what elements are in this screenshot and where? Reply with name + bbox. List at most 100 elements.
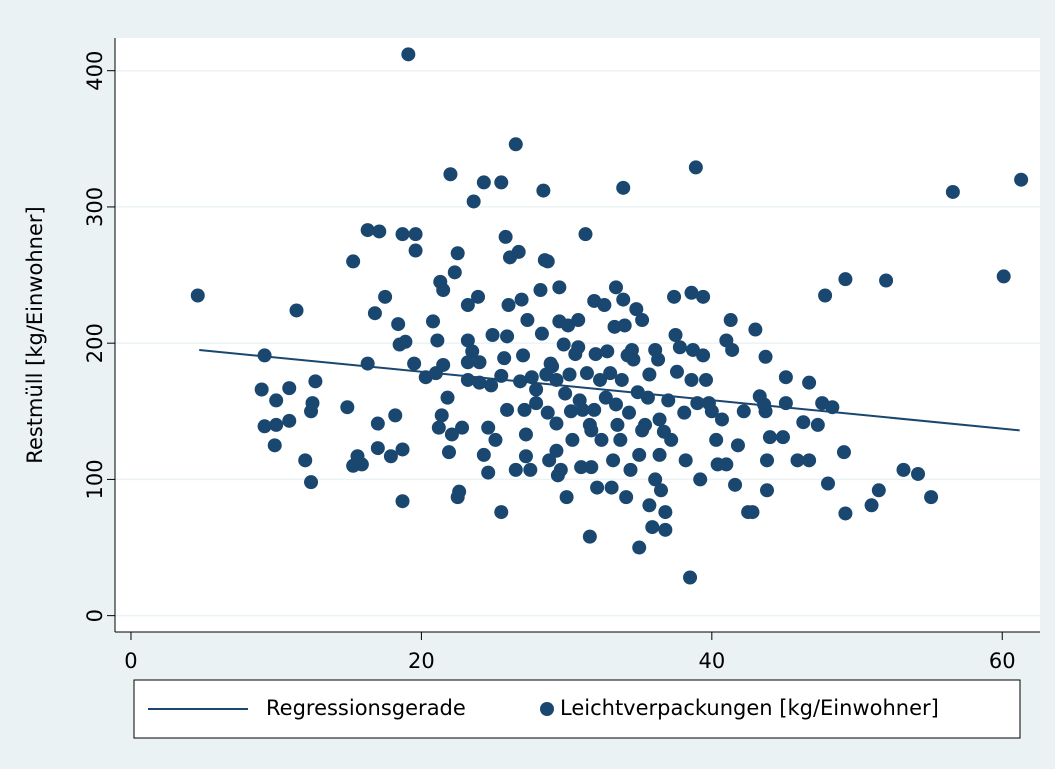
scatter-point — [436, 357, 451, 372]
scatter-point — [450, 490, 465, 505]
scatter-point — [498, 229, 513, 244]
scatter-point — [598, 390, 613, 405]
scatter-point — [562, 367, 577, 382]
scatter-point — [614, 372, 629, 387]
scatter-point — [623, 462, 638, 477]
legend-label: Regressionsgerade — [266, 696, 466, 720]
scatter-point — [500, 329, 515, 344]
scatter-point — [684, 372, 699, 387]
scatter-point — [606, 453, 621, 468]
x-tick-label: 60 — [989, 649, 1016, 673]
scatter-point — [760, 483, 775, 498]
scatter-point — [714, 412, 729, 427]
scatter-point — [879, 273, 894, 288]
scatter-point — [431, 420, 446, 435]
legend-label: Leichtverpackungen [kg/Einwohner] — [560, 696, 939, 720]
scatter-point — [533, 283, 548, 298]
scatter-point — [725, 342, 740, 357]
scatter-point — [758, 404, 773, 419]
scatter-point — [775, 430, 790, 445]
scatter-point — [494, 368, 509, 383]
scatter-point — [619, 490, 634, 505]
scatter-point — [472, 375, 487, 390]
scatter-point — [481, 465, 496, 480]
scatter-point — [360, 356, 375, 371]
scatter-point — [508, 137, 523, 152]
scatter-point — [652, 447, 667, 462]
scatter-point — [642, 498, 657, 513]
scatter-point — [542, 453, 557, 468]
scatter-point — [476, 175, 491, 190]
scatter-point — [838, 506, 853, 521]
scatter-point — [465, 344, 480, 359]
scatter-point — [518, 449, 533, 464]
scatter-point — [653, 483, 668, 498]
scatter-point — [460, 372, 475, 387]
scatter-point — [723, 313, 738, 328]
scatter-point — [632, 540, 647, 555]
scatter-point — [360, 223, 375, 238]
scatter-point — [645, 520, 660, 535]
scatter-point — [534, 326, 549, 341]
scatter-point — [642, 367, 657, 382]
plot-area — [115, 38, 1040, 632]
scatter-point — [672, 340, 687, 355]
scatter-point — [476, 447, 491, 462]
x-tick-label: 20 — [408, 649, 435, 673]
scatter-point — [688, 160, 703, 175]
scatter-point — [517, 402, 532, 417]
scatter-point — [395, 442, 410, 457]
scatter-point — [190, 288, 205, 303]
scatter-point — [648, 472, 663, 487]
scatter-point — [736, 404, 751, 419]
scatter-point — [690, 396, 705, 411]
scatter-point — [945, 184, 960, 199]
scatter-point — [523, 462, 538, 477]
scatter-point — [802, 375, 817, 390]
scatter-point — [370, 441, 385, 456]
scatter-point — [443, 167, 458, 182]
scatter-point — [508, 462, 523, 477]
scatter-point — [871, 483, 886, 498]
scatter-point — [430, 333, 445, 348]
scatter-point — [497, 351, 512, 366]
scatter-point — [778, 370, 793, 385]
scatter-point — [571, 313, 586, 328]
scatter-point — [440, 390, 455, 405]
scatter-point — [820, 476, 835, 491]
scatter-point — [529, 396, 544, 411]
scatter-point — [613, 432, 628, 447]
scatter-point — [563, 404, 578, 419]
scatter-point — [398, 334, 413, 349]
scatter-point — [604, 480, 619, 495]
scatter-point — [622, 405, 637, 420]
scatter-point — [696, 289, 711, 304]
scatter-point — [257, 419, 272, 434]
scatter-point — [434, 408, 449, 423]
scatter-point — [558, 386, 573, 401]
scatter-point — [556, 337, 571, 352]
scatter-point — [996, 269, 1011, 284]
scatter-point — [584, 423, 599, 438]
scatter-point — [616, 292, 631, 307]
scatter-point — [578, 227, 593, 242]
scatter-point — [810, 417, 825, 432]
regression-line — [199, 348, 1020, 432]
scatter-point — [549, 372, 564, 387]
scatter-point — [501, 298, 516, 313]
scatter-point — [640, 390, 655, 405]
scatter-point — [696, 348, 711, 363]
scatter-point — [600, 344, 615, 359]
scatter-point — [632, 447, 647, 462]
scatter-point — [395, 227, 410, 242]
scatter-point — [559, 490, 574, 505]
scatter-point — [401, 47, 416, 62]
scatter-point — [748, 322, 763, 337]
scatter-point — [455, 420, 470, 435]
scatter-point — [796, 415, 811, 430]
scatter-point — [745, 505, 760, 520]
scatter-point — [574, 460, 589, 475]
scatter-point — [658, 505, 673, 520]
scatter-point — [269, 417, 284, 432]
scatter-point — [684, 285, 699, 300]
